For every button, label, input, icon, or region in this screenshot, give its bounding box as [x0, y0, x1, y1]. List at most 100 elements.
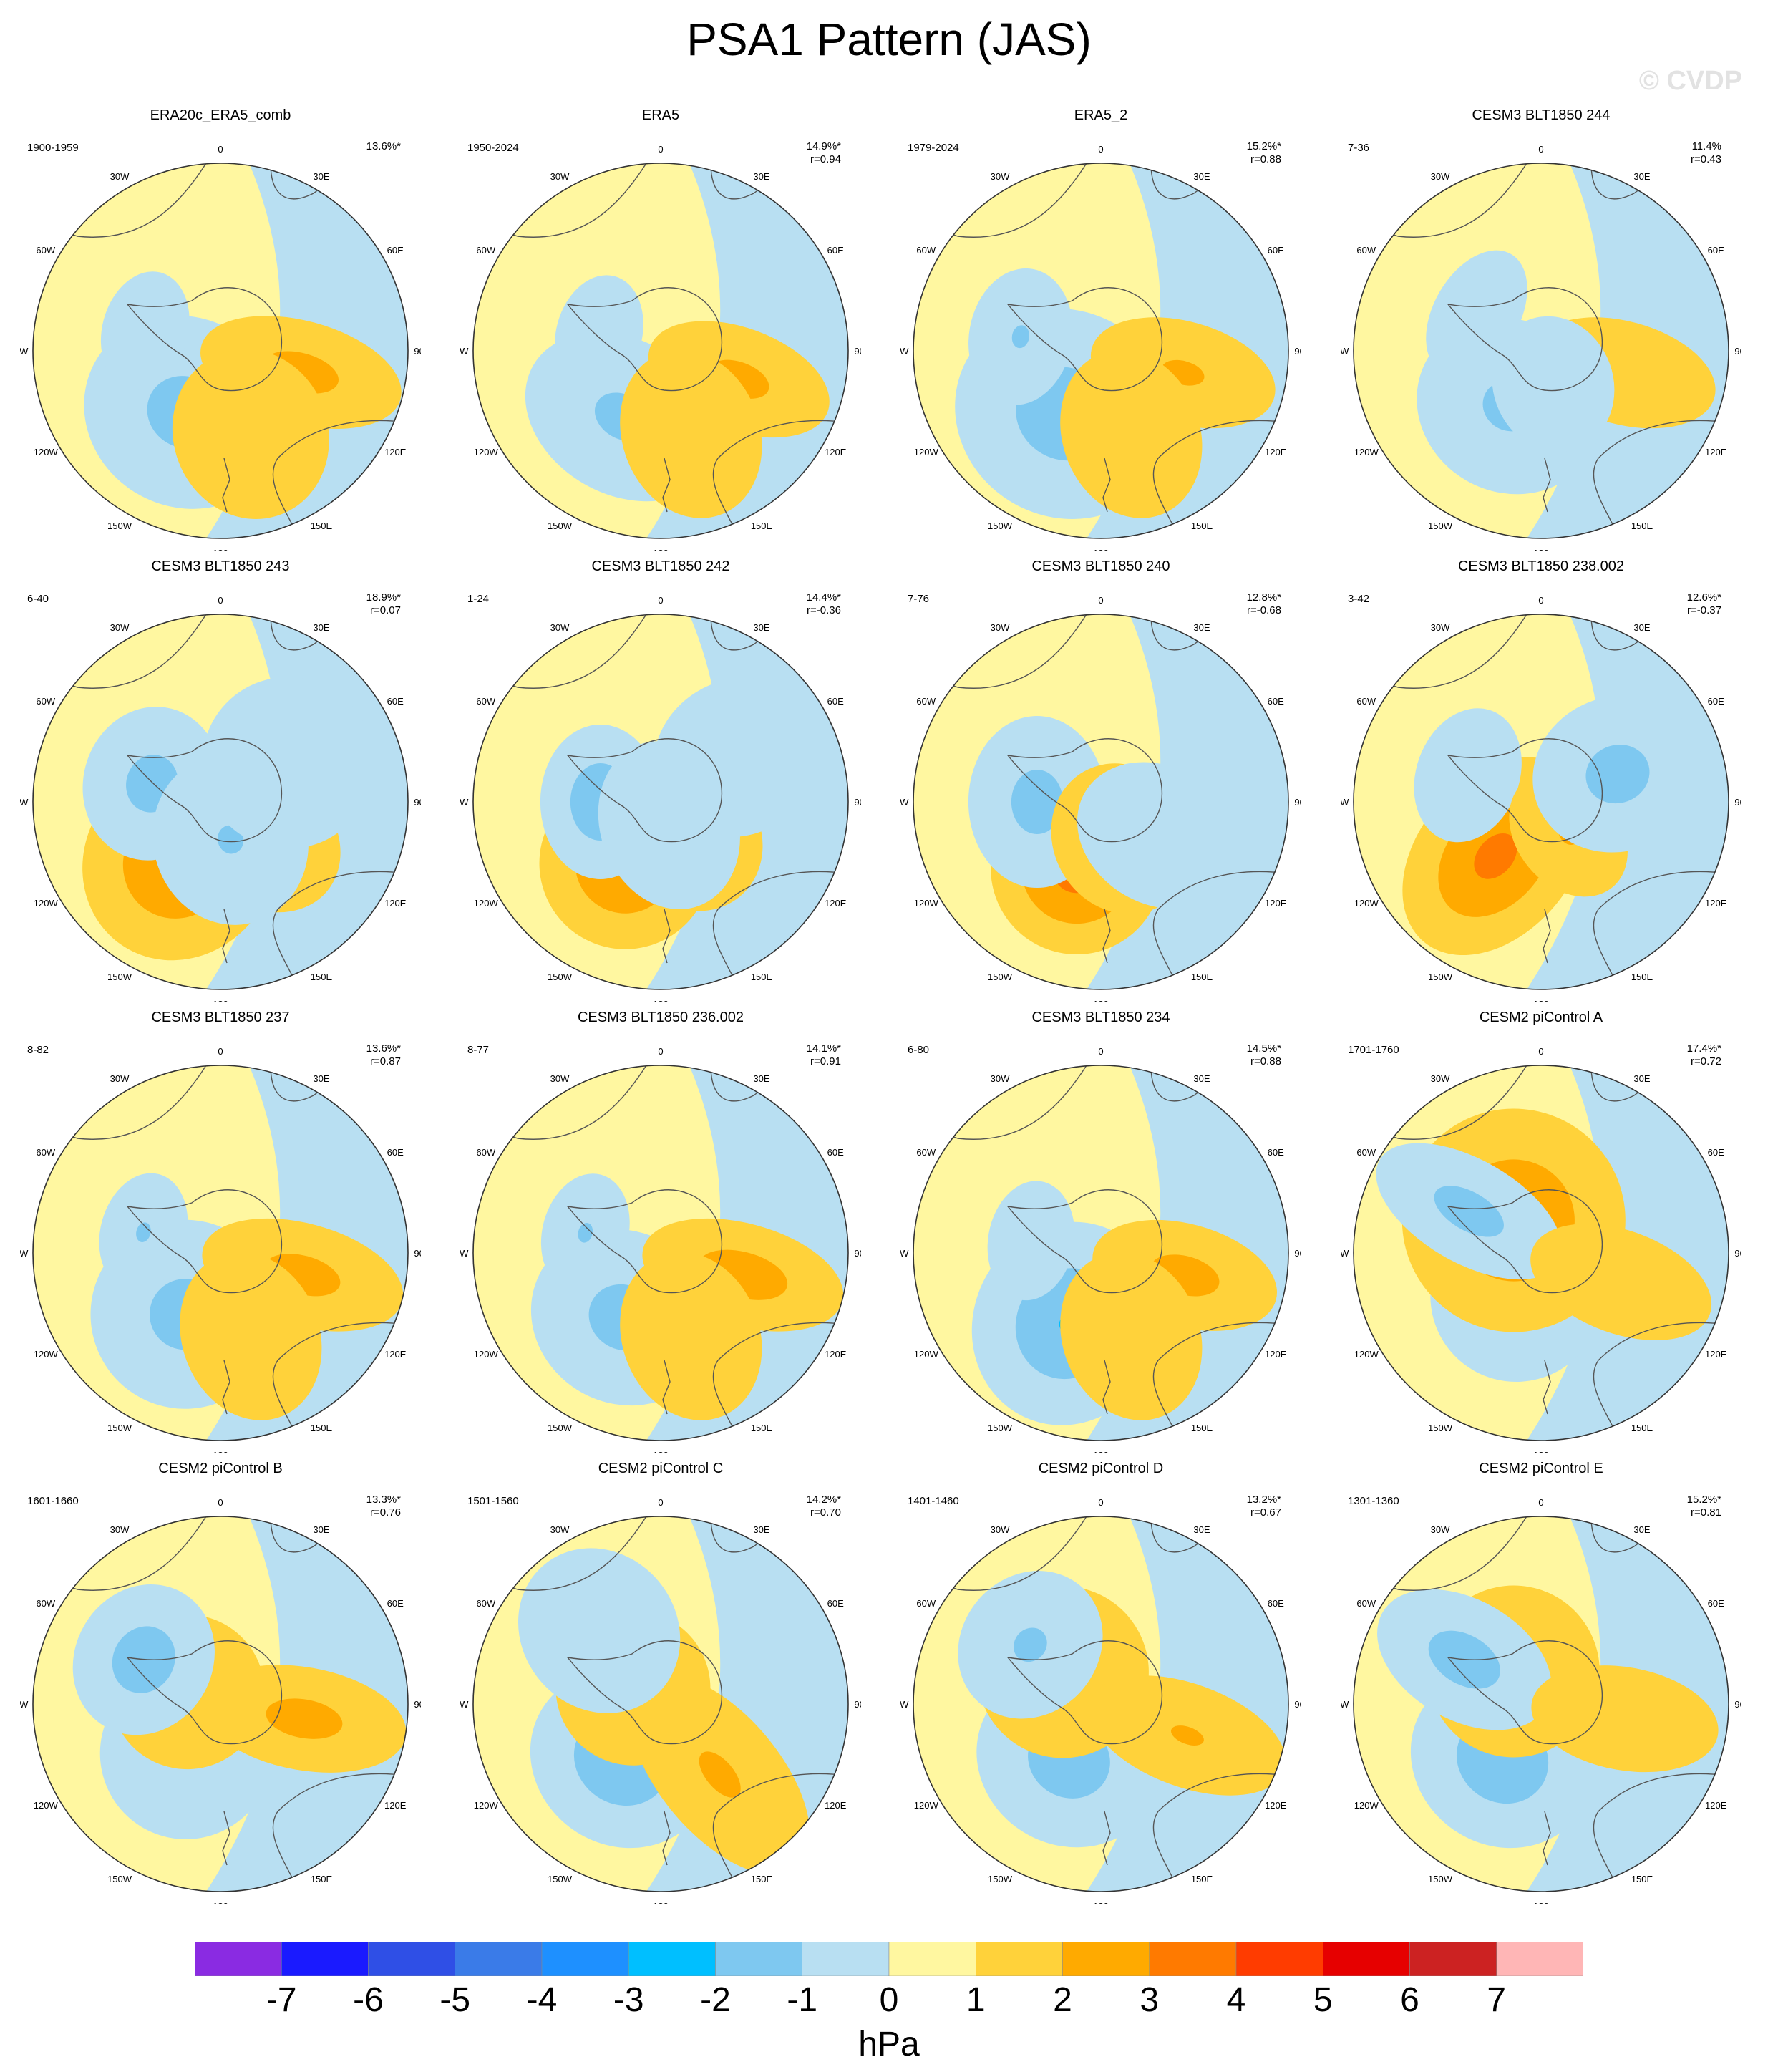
- positive-anomaly: [1060, 349, 1203, 518]
- polar-map: 0 30E 60E 90E 120E 150E 180 150W 120W 90W 60W 30W: [460, 1046, 861, 1453]
- longitude-label: 120W: [914, 447, 939, 458]
- longitude-label: 30W: [991, 1524, 1010, 1535]
- longitude-label: 0: [1098, 1497, 1103, 1508]
- longitude-label: 60E: [1268, 245, 1284, 256]
- colorbar-tick-label: 4: [1226, 1981, 1246, 2019]
- longitude-label: 180: [1533, 1450, 1549, 1453]
- longitude-label: 30W: [991, 622, 1010, 633]
- antarctica-coastline: [1006, 1640, 1163, 1745]
- map-panel: 0 30E 60E 90E 120E 150E 180 150W 120W 90W 60W 30W CE…: [900, 558, 1301, 1002]
- colorbar-tick-label: -4: [526, 1981, 558, 2019]
- longitude-label: 60W: [36, 1598, 55, 1609]
- longitude-label: 60E: [1708, 1598, 1724, 1609]
- panel-title: CESM3 BLT1850 240: [1031, 558, 1170, 574]
- longitude-label: 30W: [110, 1524, 130, 1535]
- longitude-label: 120E: [1705, 898, 1727, 909]
- positive-anomaly: [266, 1698, 343, 1739]
- antarctica-coastline: [566, 1189, 723, 1294]
- pattern-correlation: r=0.07: [370, 604, 401, 616]
- new-zealand-coastline: [222, 458, 230, 513]
- longitude-label: 30W: [110, 171, 130, 182]
- longitude-label: 30E: [313, 1524, 329, 1535]
- panel-title: CESM2 piControl D: [1038, 1461, 1164, 1476]
- panel-title: CESM2 piControl B: [158, 1461, 283, 1476]
- antarctica-coastline: [1447, 1640, 1603, 1745]
- positive-anomaly: [1531, 1665, 1719, 1773]
- longitude-label: 120W: [1354, 1800, 1379, 1811]
- negative-anomaly: [1077, 762, 1241, 909]
- antarctica-coastline: [126, 738, 283, 843]
- positive-anomaly: [620, 1252, 762, 1420]
- longitude-label: 0: [658, 1046, 663, 1057]
- longitude-label: 120W: [1354, 447, 1379, 458]
- colorbar-swatch: [715, 1942, 802, 1976]
- colorbar-swatch: [1323, 1942, 1410, 1976]
- longitude-label: 120E: [384, 898, 407, 909]
- panel-years: 1900-1959: [27, 142, 79, 154]
- explained-variance: 14.5%*: [1246, 1042, 1281, 1055]
- australia-coastline: [272, 1773, 408, 1892]
- map-panel: 0 30E 60E 90E 120E 150E 180 150W 120W 90W 60W 30W CE…: [20, 558, 421, 1002]
- longitude-label: 90E: [1734, 1699, 1741, 1710]
- longitude-label: 0: [1538, 595, 1543, 606]
- map-boundary: [472, 1065, 849, 1441]
- longitude-label: 120E: [1705, 1349, 1727, 1360]
- panel-years: 6-80: [908, 1044, 930, 1056]
- antarctica-coastline: [126, 1189, 283, 1294]
- panel-years: 1601-1660: [27, 1495, 79, 1507]
- panel-stats: 13.6%*: [366, 140, 401, 153]
- longitude-label: 60E: [827, 1598, 844, 1609]
- map-panel: 0 30E 60E 90E 120E 150E 180 150W 120W 90W 60W 30W CE…: [460, 1461, 861, 1904]
- longitude-label: 60W: [916, 696, 936, 707]
- australia-coastline: [272, 1322, 408, 1441]
- panel-stats: 14.9%* r=0.94: [807, 140, 841, 166]
- polar-map: 0 30E 60E 90E 120E 150E 180 150W 120W 90W 60W 30W: [20, 1497, 421, 1904]
- longitude-label: 0: [1538, 1497, 1543, 1508]
- negative-anomaly: [1414, 708, 1522, 843]
- negative-anomaly: [518, 1548, 681, 1713]
- longitude-label: 90E: [1294, 1699, 1301, 1710]
- longitude-label: 120W: [914, 1800, 939, 1811]
- map-panel: 0 30E 60E 90E 120E 150E 180 150W 120W 90W 60W 30W CE…: [1341, 1010, 1741, 1453]
- longitude-label: 180: [653, 548, 669, 551]
- longitude-label: 60E: [1268, 696, 1284, 707]
- colorbar-swatch: [1149, 1942, 1237, 1976]
- new-zealand-coastline: [1102, 458, 1111, 513]
- positive-anomaly: [1474, 833, 1517, 879]
- longitude-label: 120E: [1705, 1800, 1727, 1811]
- panel-stats: 17.4%* r=0.72: [1687, 1042, 1721, 1068]
- longitude-label: 150E: [1631, 521, 1653, 531]
- colorbar-tick-label: 1: [966, 1981, 986, 2019]
- longitude-label: 30E: [313, 1073, 329, 1084]
- panel-title: CESM3 BLT1850 244: [1472, 107, 1611, 123]
- panel-years: 3-42: [1348, 593, 1370, 605]
- pattern-correlation: r=0.76: [370, 1506, 401, 1519]
- longitude-label: 60E: [1708, 245, 1724, 256]
- explained-variance: 11.4%: [1691, 140, 1721, 153]
- longitude-label: 150W: [988, 1423, 1013, 1433]
- antarctica-coastline: [1006, 1189, 1163, 1294]
- longitude-label: 90E: [1294, 797, 1301, 808]
- polar-map: 0 30E 60E 90E 120E 150E 180 150W 120W 90W 60W 30W: [900, 1497, 1301, 1904]
- explained-variance: 18.9%*: [366, 591, 401, 604]
- longitude-label: 150W: [988, 972, 1013, 982]
- panel-years: 1979-2024: [908, 142, 959, 154]
- colorbar-units: hPa: [858, 2025, 920, 2063]
- longitude-label: 30W: [1431, 622, 1450, 633]
- longitude-label: 150W: [988, 521, 1013, 531]
- colorbar-tick-label: -2: [700, 1981, 731, 2019]
- longitude-label: 120E: [1265, 1800, 1287, 1811]
- longitude-label: 60W: [916, 1147, 936, 1158]
- negative-anomaly: [136, 1222, 151, 1242]
- panel-stats: 15.2%* r=0.88: [1247, 140, 1281, 166]
- colorbar-swatch: [888, 1942, 976, 1976]
- longitude-label: 90W: [20, 1699, 29, 1710]
- longitude-label: 90W: [20, 797, 29, 808]
- antarctica-coastline: [126, 287, 283, 392]
- longitude-label: 90W: [900, 346, 909, 357]
- longitude-label: 90E: [1734, 1248, 1741, 1259]
- panel-title: CESM2 piControl C: [598, 1461, 724, 1476]
- longitude-label: 60E: [1708, 1147, 1724, 1158]
- explained-variance: 12.8%*: [1246, 591, 1281, 604]
- positive-anomaly: [172, 349, 329, 519]
